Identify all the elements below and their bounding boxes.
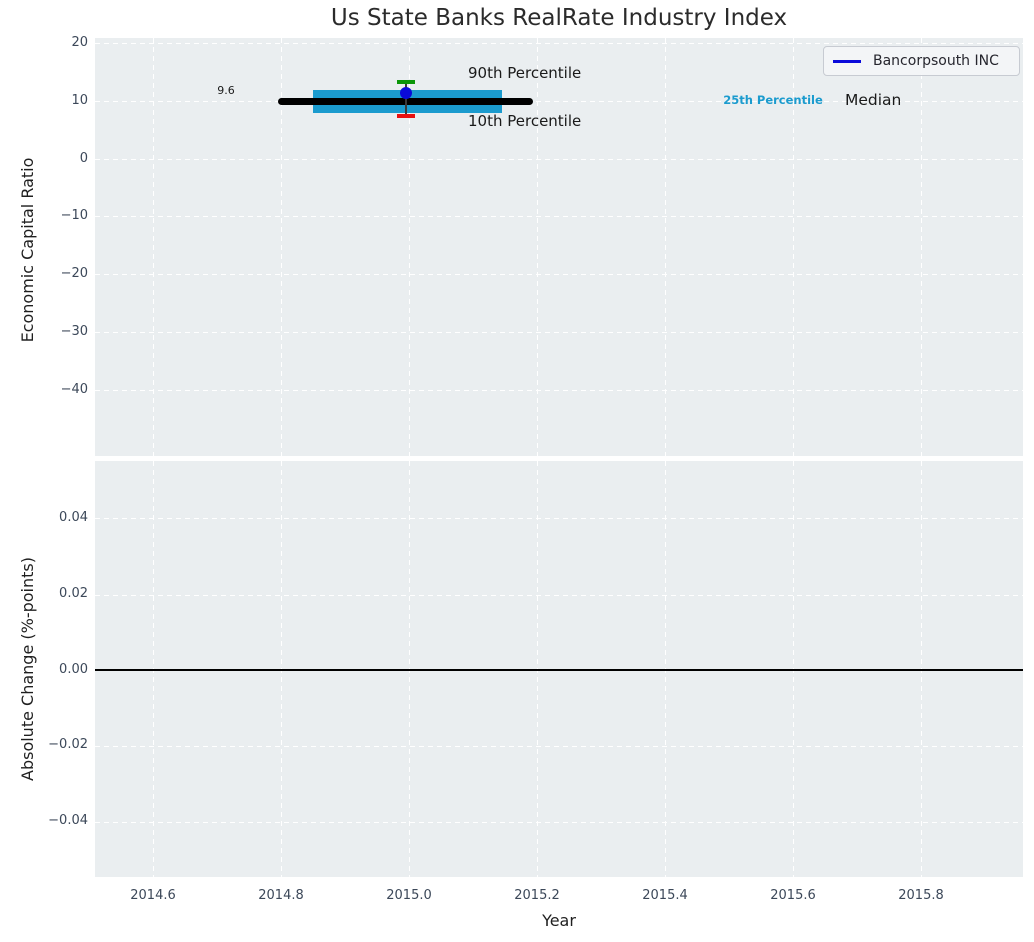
ytick-label: 0 [79, 151, 88, 166]
errorbar-stem [405, 82, 407, 116]
bottom-plot-area [95, 461, 1023, 877]
xtick-label: 2014.8 [258, 888, 304, 903]
xtick-label: 2015.0 [386, 888, 432, 903]
gridline [95, 822, 1023, 823]
median-value-annotation: 9.6 [217, 84, 235, 97]
gridline [409, 38, 410, 456]
median-annotation: Median [845, 91, 902, 109]
xtick-label: 2015.6 [770, 888, 816, 903]
ytick-label: −0.04 [48, 813, 88, 828]
legend-line-swatch [833, 59, 861, 63]
gridline [95, 518, 1023, 519]
xtick-label: 2015.8 [898, 888, 944, 903]
ytick-label: −0.02 [48, 737, 88, 752]
gridline [281, 38, 282, 456]
legend-label: Bancorpsouth INC [873, 53, 999, 69]
ytick-label: 0.00 [59, 662, 88, 677]
ytick-label: 0.04 [59, 510, 88, 525]
gridline [95, 43, 1023, 44]
gridline [95, 101, 1023, 102]
ytick-label: −20 [60, 266, 88, 281]
ytick-label: 10 [71, 93, 88, 108]
top-plot-area: 9.6 90th Percentile 10th Percentile 25th… [95, 38, 1023, 456]
zero-reference-line [95, 669, 1023, 671]
gridline [793, 38, 794, 456]
p10-annotation: 10th Percentile [468, 112, 582, 130]
ytick-label: 20 [71, 35, 88, 50]
gridline [95, 595, 1023, 596]
gridline [95, 216, 1023, 217]
gridline [921, 38, 922, 456]
gridline [665, 38, 666, 456]
legend: Bancorpsouth INC [823, 46, 1020, 76]
ytick-label: −40 [60, 382, 88, 397]
gridline [153, 38, 154, 456]
ytick-label: −10 [60, 208, 88, 223]
gridline [95, 390, 1023, 391]
gridline [95, 332, 1023, 333]
bottom-y-axis-label: Absolute Change (%-points) [18, 557, 37, 781]
top-y-axis-label: Economic Capital Ratio [18, 157, 37, 343]
x-axis-label: Year [542, 911, 576, 930]
percentile-90-cap [397, 80, 415, 84]
p90-annotation: 90th Percentile [468, 64, 582, 82]
xtick-label: 2014.6 [130, 888, 176, 903]
company-data-point [400, 87, 412, 99]
gridline [537, 38, 538, 456]
chart-title: Us State Banks RealRate Industry Index [330, 5, 788, 31]
gridline [95, 274, 1023, 275]
percentile-10-cap [397, 114, 415, 118]
xtick-label: 2015.2 [514, 888, 560, 903]
ytick-label: −30 [60, 324, 88, 339]
xtick-label: 2015.4 [642, 888, 688, 903]
ytick-label: 0.02 [59, 586, 88, 601]
gridline [95, 159, 1023, 160]
gridline [95, 746, 1023, 747]
p25-annotation: 25th Percentile [723, 93, 823, 107]
